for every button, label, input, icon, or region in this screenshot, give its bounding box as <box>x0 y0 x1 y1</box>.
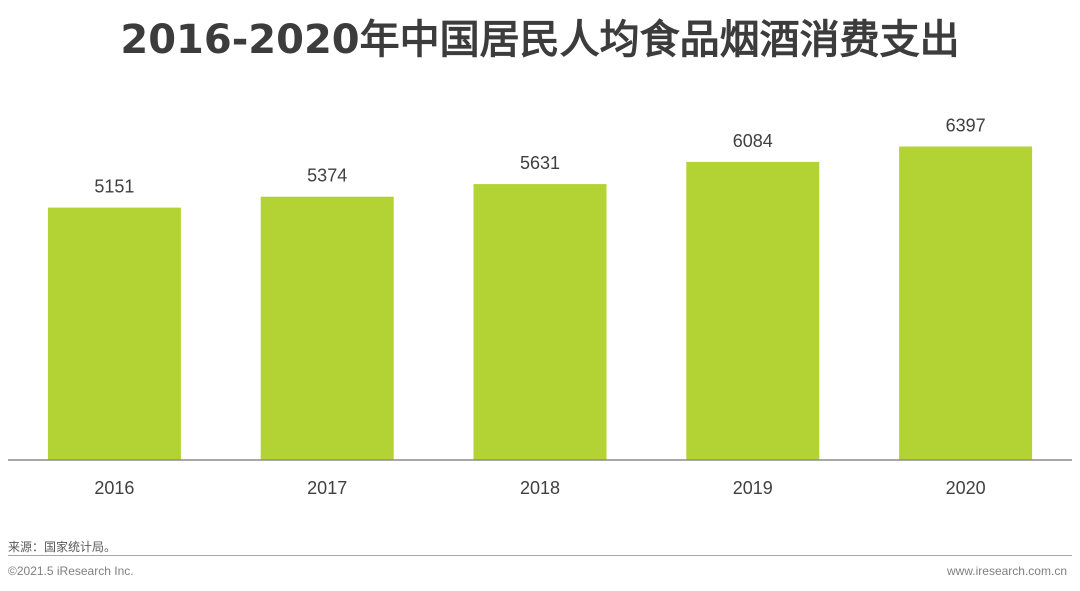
value-label-2016: 5151 <box>94 177 134 197</box>
copyright: ©2021.5 iResearch Inc. <box>8 564 134 578</box>
value-labels-group: 5151 5374 5631 6084 6397 <box>94 116 985 197</box>
value-label-2020: 6397 <box>946 116 986 136</box>
value-label-2017: 5374 <box>307 166 347 186</box>
value-label-2019: 6084 <box>733 131 773 151</box>
x-tick-label-2018: 2018 <box>520 478 560 498</box>
bar-2018 <box>473 184 607 460</box>
x-tick-labels-group: 2016 2017 2018 2019 2020 <box>94 478 985 498</box>
value-label-2018: 5631 <box>520 153 560 173</box>
source-note: 来源：国家统计局。 <box>8 540 117 554</box>
bar-2020 <box>899 146 1033 460</box>
bar-2017 <box>260 196 394 460</box>
bar-2019 <box>686 161 820 460</box>
chart-title: 2016-2020年中国居民人均食品烟酒消费支出 <box>120 17 960 63</box>
website: www.iresearch.com.cn <box>946 564 1067 578</box>
x-tick-label-2016: 2016 <box>94 478 134 498</box>
bar-chart: 5151 5374 5631 6084 6397 2016 2017 2018 2019 202… <box>8 116 1072 498</box>
x-tick-label-2020: 2020 <box>946 478 986 498</box>
x-tick-label-2019: 2019 <box>733 478 773 498</box>
bar-2016 <box>47 207 181 460</box>
x-tick-label-2017: 2017 <box>307 478 347 498</box>
bars-group <box>47 146 1033 460</box>
footer-divider <box>8 555 1072 556</box>
